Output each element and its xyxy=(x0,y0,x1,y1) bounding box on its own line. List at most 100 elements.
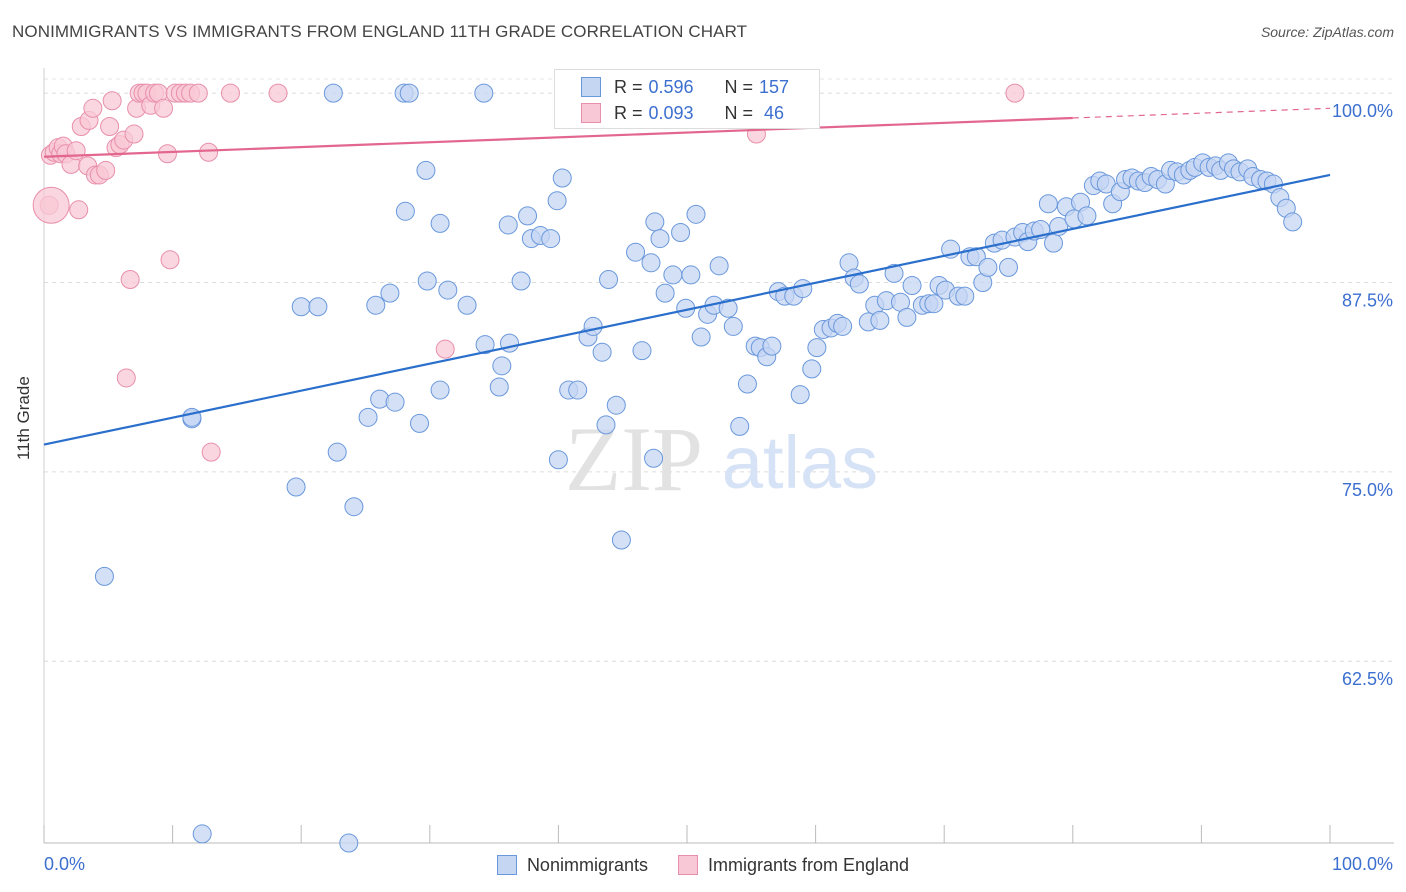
axes xyxy=(43,68,1394,844)
point-immigrants xyxy=(188,83,208,103)
point-nonimmigrants xyxy=(498,215,518,235)
trend-line-nonimmigrants xyxy=(43,173,1331,446)
point-immigrants xyxy=(199,142,219,162)
trend-line-immigrants xyxy=(43,116,1073,158)
point-nonimmigrants xyxy=(327,442,347,462)
y-tick-label: 100.0% xyxy=(1332,101,1393,121)
point-nonimmigrants xyxy=(709,256,729,276)
legend-swatch-pink xyxy=(677,855,698,875)
point-nonimmigrants xyxy=(430,380,450,400)
point-nonimmigrants xyxy=(492,356,512,376)
x-tick-labels: 0.0% 100.0% xyxy=(44,854,1393,874)
point-nonimmigrants xyxy=(681,265,701,285)
point-nonimmigrants xyxy=(366,295,386,315)
point-immigrants xyxy=(1005,83,1025,103)
immigrants-points xyxy=(32,83,1025,462)
point-nonimmigrants xyxy=(518,206,538,226)
point-nonimmigrants xyxy=(548,450,568,470)
point-nonimmigrants xyxy=(793,279,813,299)
point-immigrants-large xyxy=(32,186,70,224)
watermark: ZIP atlas xyxy=(565,408,878,510)
point-nonimmigrants xyxy=(583,316,603,336)
point-nonimmigrants xyxy=(655,283,675,303)
point-nonimmigrants xyxy=(547,191,567,211)
point-nonimmigrants xyxy=(568,380,588,400)
point-immigrants xyxy=(96,160,116,180)
legend-r-label: R = xyxy=(614,102,643,123)
point-nonimmigrants xyxy=(475,335,495,355)
point-nonimmigrants xyxy=(762,336,782,356)
point-immigrants xyxy=(435,339,455,359)
point-nonimmigrants xyxy=(924,294,944,314)
point-immigrants xyxy=(201,442,221,462)
point-nonimmigrants xyxy=(599,269,619,289)
point-nonimmigrants xyxy=(1283,212,1303,232)
legend-swatch-blue xyxy=(581,77,601,97)
point-nonimmigrants xyxy=(807,338,827,358)
point-nonimmigrants xyxy=(718,298,738,318)
point-nonimmigrants xyxy=(644,448,664,468)
point-immigrants xyxy=(116,368,136,388)
point-nonimmigrants xyxy=(410,413,430,433)
trend-lines xyxy=(43,107,1331,446)
point-immigrants xyxy=(160,250,180,270)
point-nonimmigrants xyxy=(192,824,212,844)
point-nonimmigrants xyxy=(650,229,670,249)
point-nonimmigrants xyxy=(884,263,904,283)
point-nonimmigrants xyxy=(291,297,311,317)
legend-label-nonimmigrants: Nonimmigrants xyxy=(526,854,648,875)
point-nonimmigrants xyxy=(395,201,415,221)
point-nonimmigrants xyxy=(730,416,750,436)
point-nonimmigrants xyxy=(474,83,494,103)
point-nonimmigrants xyxy=(339,833,359,853)
legend-r-value: 0.596 xyxy=(648,76,694,97)
point-nonimmigrants xyxy=(691,327,711,347)
y-tick-label: 75.0% xyxy=(1342,480,1393,500)
point-nonimmigrants xyxy=(1044,233,1064,253)
legend-label-immigrants: Immigrants from England xyxy=(707,854,910,875)
point-nonimmigrants xyxy=(723,316,743,336)
point-nonimmigrants xyxy=(457,295,477,315)
point-nonimmigrants xyxy=(978,257,998,277)
point-nonimmigrants xyxy=(552,168,572,188)
legend-r-label: R = xyxy=(614,76,643,97)
legend-item-nonimmigrants: Nonimmigrants xyxy=(496,854,648,876)
point-nonimmigrants xyxy=(286,477,306,497)
point-nonimmigrants xyxy=(626,242,646,262)
point-nonimmigrants xyxy=(380,283,400,303)
nonimmigrants-points xyxy=(94,83,1303,853)
point-nonimmigrants xyxy=(596,415,616,435)
series-legend: Nonimmigrants Immigrants from England xyxy=(0,852,1406,878)
point-nonimmigrants xyxy=(663,265,683,285)
point-nonimmigrants xyxy=(1077,206,1097,226)
point-nonimmigrants xyxy=(641,253,661,273)
point-nonimmigrants xyxy=(399,83,419,103)
point-nonimmigrants xyxy=(606,395,626,415)
point-immigrants xyxy=(69,200,89,220)
point-nonimmigrants xyxy=(416,160,436,180)
point-immigrants xyxy=(154,98,174,118)
watermark-zip: ZIP xyxy=(565,408,703,510)
point-nonimmigrants xyxy=(833,316,853,336)
point-nonimmigrants xyxy=(511,271,531,291)
point-nonimmigrants xyxy=(370,389,390,409)
point-immigrants xyxy=(66,141,86,161)
point-nonimmigrants xyxy=(645,212,665,232)
legend-swatch-blue xyxy=(496,855,517,875)
point-nonimmigrants xyxy=(344,497,364,517)
point-nonimmigrants xyxy=(323,83,343,103)
point-nonimmigrants xyxy=(686,204,706,224)
point-immigrants xyxy=(157,144,177,164)
x-tick-label-max: 100.0% xyxy=(1332,854,1393,874)
y-tick-label: 62.5% xyxy=(1342,669,1393,689)
point-immigrants xyxy=(100,116,120,136)
trend-line-immigrants-extension xyxy=(1072,107,1331,119)
point-nonimmigrants xyxy=(955,286,975,306)
point-immigrants xyxy=(83,98,103,118)
point-nonimmigrants xyxy=(430,213,450,233)
point-nonimmigrants xyxy=(358,407,378,427)
y-axis-label: 11th Grade xyxy=(14,376,33,460)
point-nonimmigrants xyxy=(489,377,509,397)
point-nonimmigrants xyxy=(999,257,1018,277)
